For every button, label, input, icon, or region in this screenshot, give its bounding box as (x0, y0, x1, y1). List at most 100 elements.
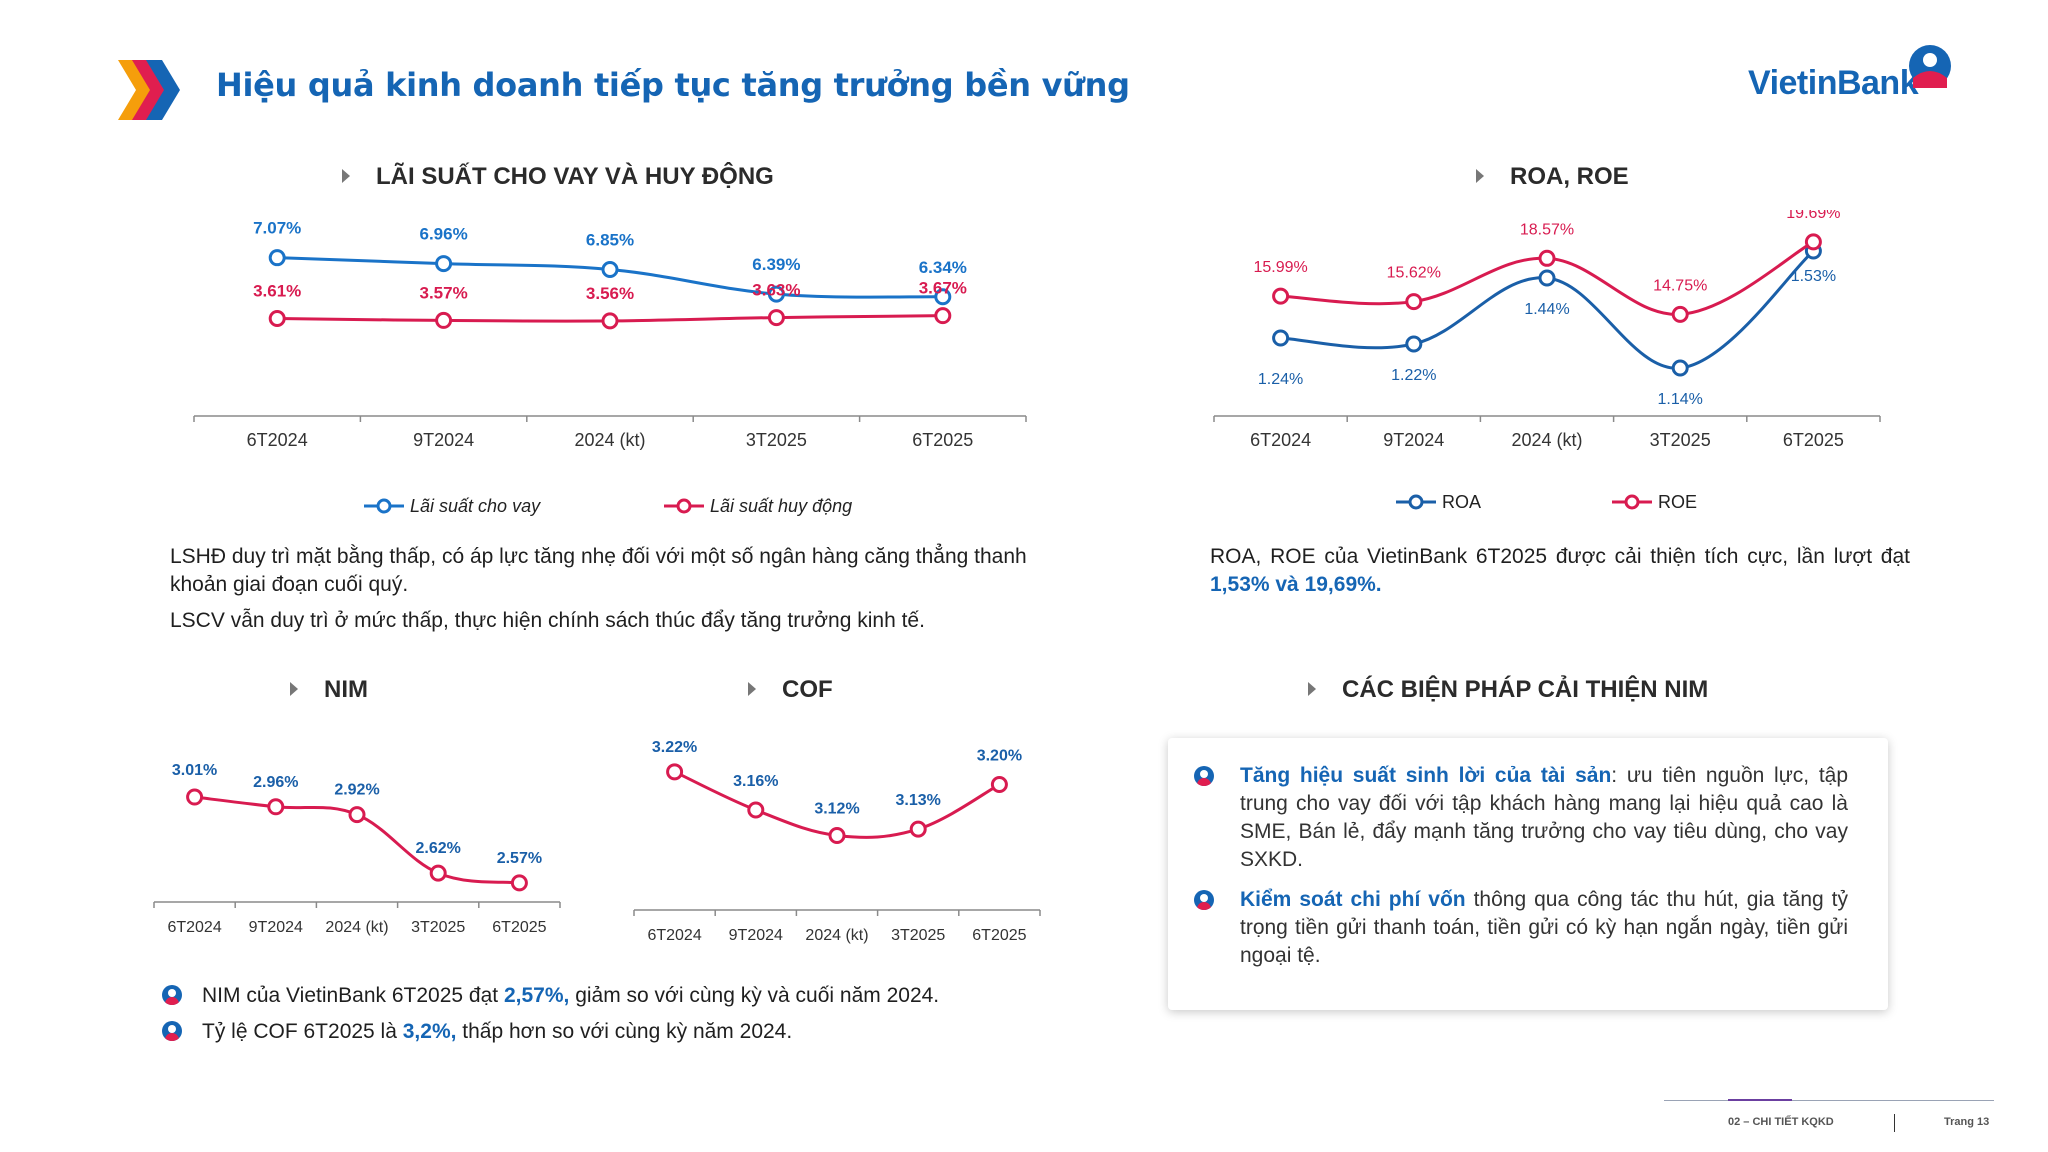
x-tick-label: 6T2025 (492, 919, 546, 936)
rates-commentary: LSHĐ duy trì mặt bằng thấp, có áp lực tă… (170, 543, 1050, 635)
data-label: 1.14% (1658, 391, 1703, 408)
data-label: 3.16% (733, 773, 778, 790)
data-label: 1.24% (1258, 371, 1303, 388)
data-label: 7.07% (253, 220, 301, 238)
x-tick-label: 9T2024 (249, 919, 303, 936)
legend-marker (376, 498, 392, 514)
x-tick-label: 9T2024 (1383, 430, 1444, 450)
roa-roe-commentary: ROA, ROE của VietinBank 6T2025 được cải … (1210, 545, 1910, 596)
footer-divider (1894, 1114, 1895, 1132)
data-label: 2.92% (334, 782, 379, 799)
roa-roe-highlight: 1,53% và 19,69%. (1210, 573, 1382, 596)
vietinbank-bullet-icon (1194, 766, 1214, 786)
x-tick-label: 2024 (kt) (574, 430, 645, 450)
data-label: 3.57% (419, 283, 467, 302)
data-point (601, 312, 619, 330)
data-point (909, 820, 927, 838)
data-label: 3.22% (652, 739, 697, 756)
data-label: 3.61% (253, 282, 301, 301)
data-label: 6.96% (419, 225, 467, 244)
data-label: 3.01% (172, 762, 217, 779)
cof-chart: 6T2024 9T2024 2024 (kt) 3T2025 6T2025 3.22% 3.… (633, 739, 1041, 944)
nim-note: NIM của VietinBank 6T2025 đạt 2,57%, giả… (162, 982, 939, 1008)
data-point (348, 806, 366, 824)
data-label: 3.12% (814, 800, 859, 817)
vietinbank-bullet-icon (1194, 890, 1214, 910)
data-point (990, 776, 1008, 794)
data-point (186, 788, 204, 806)
data-point (767, 285, 785, 303)
data-point (1671, 305, 1689, 323)
vietinbank-bullet-icon (162, 1021, 182, 1041)
x-tick-label: 6T2024 (247, 430, 308, 450)
data-point (1405, 293, 1423, 311)
data-label: 6.34% (919, 258, 967, 277)
nim-measures-card: Tăng hiệu suất sinh lời của tài sản: ưu … (1168, 738, 1888, 1010)
footer-section-label: 02 – CHI TIẾT KQKD (1728, 1116, 1834, 1128)
legend-marker (1624, 494, 1640, 510)
vietinbank-logo-icon (1909, 45, 1951, 88)
section-arrow-icon (342, 168, 350, 183)
section-heading-roa-roe: ROA, ROE (1476, 163, 1629, 191)
measure-item: Tăng hiệu suất sinh lời của tài sản: ưu … (1194, 762, 1848, 874)
data-label: 18.57% (1520, 221, 1574, 238)
data-label: 3.20% (977, 748, 1022, 765)
data-point (510, 874, 528, 892)
section-heading-nim: NIM (290, 676, 368, 704)
x-tick-label: 9T2024 (729, 927, 783, 944)
x-tick-label: 3T2025 (411, 919, 465, 936)
data-label: 15.62% (1387, 265, 1441, 282)
data-label: 3.63% (752, 281, 800, 300)
x-tick-label: 3T2025 (891, 927, 945, 944)
page-title: Hiệu quả kinh doanh tiếp tục tăng trưởng… (216, 66, 1130, 104)
data-label: 14.75% (1653, 277, 1707, 294)
data-point (767, 309, 785, 327)
data-label: 3.13% (896, 792, 941, 809)
rates-paragraph-2: LSCV vẫn duy trì ở mức thấp, thực hiện c… (170, 609, 925, 632)
data-point (429, 864, 447, 882)
section-heading-rates: LÃI SUẤT CHO VAY VÀ HUY ĐỘNG (342, 163, 774, 191)
data-point (1671, 359, 1689, 377)
section-arrow-icon (290, 681, 298, 696)
data-label: 3.56% (586, 284, 634, 303)
x-tick-label: 6T2024 (647, 927, 701, 944)
data-point (934, 288, 952, 306)
data-point (268, 249, 286, 267)
data-point (1538, 269, 1556, 287)
data-label: 15.99% (1253, 259, 1307, 276)
legend-marker (676, 498, 692, 514)
footer-rule (1664, 1100, 1994, 1101)
rates-chart: 6T2024 9T2024 2024 (kt) 3T2025 6T2025 7.07% 6.… (193, 220, 1027, 516)
x-tick-label: 2024 (kt) (1511, 430, 1582, 450)
footer-rule-accent (1728, 1099, 1792, 1101)
x-tick-label: 6T2025 (972, 927, 1026, 944)
x-tick-label: 6T2024 (1250, 430, 1311, 450)
x-tick-label: 2024 (kt) (325, 919, 388, 936)
rates-paragraph-1: LSHĐ duy trì mặt bằng thấp, có áp lực tă… (170, 545, 1027, 596)
vietinbank-logo: VietinBank (1748, 64, 1919, 102)
section-arrow-icon (1476, 168, 1484, 183)
data-label: 6.85% (586, 230, 634, 249)
data-point (268, 310, 286, 328)
legend-marker (1408, 494, 1424, 510)
data-label: 2.57% (497, 850, 542, 867)
data-label: 3.67% (919, 279, 967, 298)
cof-note: Tỷ lệ COF 6T2025 là 3,2%, thấp hơn so vớ… (162, 1018, 792, 1044)
data-point (747, 801, 765, 819)
data-label: 1.22% (1391, 367, 1436, 384)
data-point (1538, 249, 1556, 267)
vietinbank-bullet-icon (162, 985, 182, 1005)
data-point (601, 260, 619, 278)
data-point (1272, 287, 1290, 305)
section-heading-cof: COF (748, 676, 833, 704)
x-tick-label: 6T2025 (1783, 430, 1844, 450)
x-tick-label: 2024 (kt) (805, 927, 868, 944)
data-point (1272, 329, 1290, 347)
data-label: 2.96% (253, 774, 298, 791)
data-point (934, 307, 952, 325)
legend-label: Lãi suất cho vay (410, 496, 541, 516)
data-label: 19.69% (1786, 210, 1840, 222)
x-tick-label: 9T2024 (413, 430, 474, 450)
data-label: 1.53% (1791, 268, 1836, 285)
nim-chart: 6T2024 9T2024 2024 (kt) 3T2025 6T2025 3.01% 2.… (153, 762, 561, 936)
